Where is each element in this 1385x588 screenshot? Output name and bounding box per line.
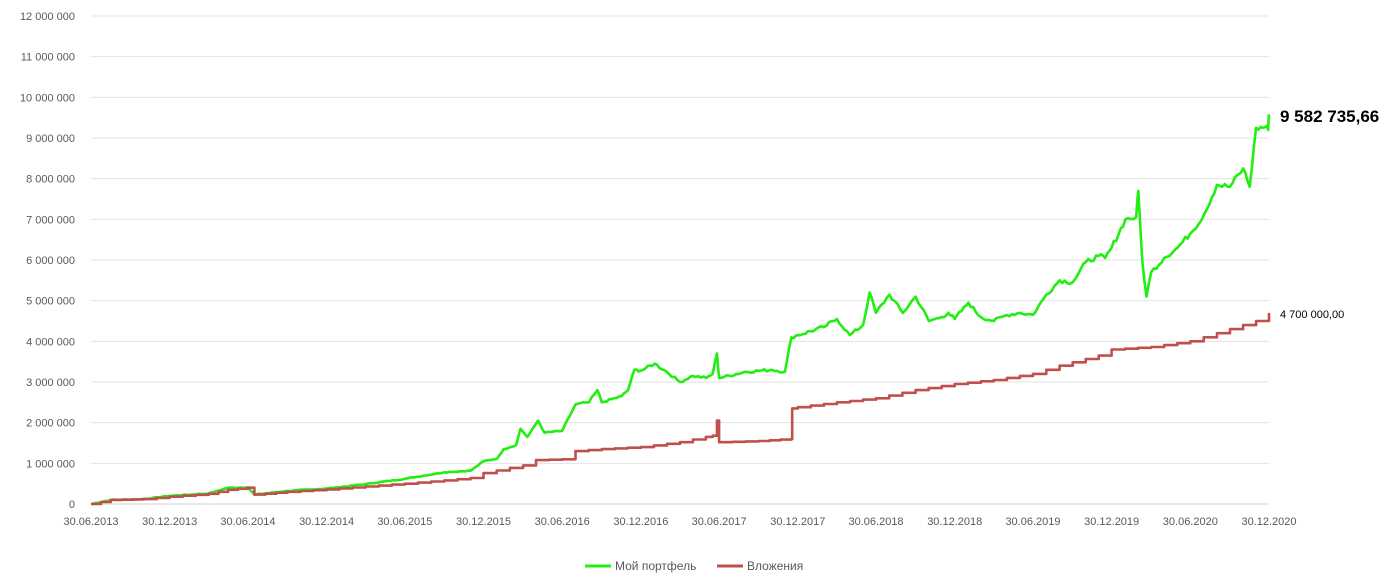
series-lines <box>90 114 1271 506</box>
x-tick-label: 30.06.2014 <box>220 516 275 528</box>
y-tick-label: 3 000 000 <box>26 377 75 389</box>
y-tick-label: 6 000 000 <box>26 255 75 267</box>
gridlines <box>91 15 1269 505</box>
legend: Мой портфель Вложения <box>585 559 803 573</box>
y-tick-label: 10 000 000 <box>20 92 75 104</box>
portfolio-end-label: 9 582 735,66 <box>1280 107 1379 126</box>
x-tick-label: 30.06.2016 <box>535 516 590 528</box>
y-tick-label: 11 000 000 <box>21 52 75 64</box>
y-tick-label: 8 000 000 <box>26 174 75 186</box>
x-tick-label: 30.06.2015 <box>377 516 432 528</box>
y-tick-label: 5 000 000 <box>26 296 75 308</box>
y-tick-label: 0 <box>69 499 75 511</box>
x-tick-label: 30.06.2013 <box>63 516 118 528</box>
x-tick-label: 30.12.2015 <box>456 516 511 528</box>
x-tick-label: 30.12.2020 <box>1241 516 1296 528</box>
y-tick-label: 2 000 000 <box>26 418 75 430</box>
x-tick-label: 30.12.2016 <box>613 516 668 528</box>
x-tick-label: 30.06.2018 <box>849 516 904 528</box>
y-tick-label: 7 000 000 <box>26 214 75 226</box>
y-tick-label: 1 000 000 <box>26 458 75 470</box>
y-tick-label: 9 000 000 <box>26 133 75 145</box>
series-line-portfolio <box>90 114 1271 506</box>
series-line-investments <box>91 312 1271 506</box>
y-axis-labels: 0 1 000 000 2 000 000 3 000 000 4 000 000 5 0… <box>20 11 75 511</box>
x-tick-label: 30.12.2014 <box>299 516 354 528</box>
x-tick-label: 30.12.2018 <box>927 516 982 528</box>
legend-label-investments: Вложения <box>747 559 803 573</box>
x-tick-label: 30.12.2019 <box>1084 516 1139 528</box>
y-tick-label: 12 000 000 <box>20 11 75 23</box>
x-tick-label: 30.06.2020 <box>1163 516 1218 528</box>
end-labels: 9 582 735,66 4 700 000,00 <box>1280 107 1379 321</box>
x-tick-label: 30.12.2017 <box>770 516 825 528</box>
x-tick-label: 30.06.2019 <box>1005 516 1060 528</box>
x-tick-label: 30.12.2013 <box>142 516 197 528</box>
y-tick-label: 4 000 000 <box>26 336 75 348</box>
x-tick-label: 30.06.2017 <box>692 516 747 528</box>
x-axis-labels: 30.06.2013 30.12.2013 30.06.2014 30.12.2014… <box>63 516 1296 528</box>
legend-label-portfolio: Мой портфель <box>615 559 696 573</box>
investment-end-label: 4 700 000,00 <box>1280 309 1344 321</box>
